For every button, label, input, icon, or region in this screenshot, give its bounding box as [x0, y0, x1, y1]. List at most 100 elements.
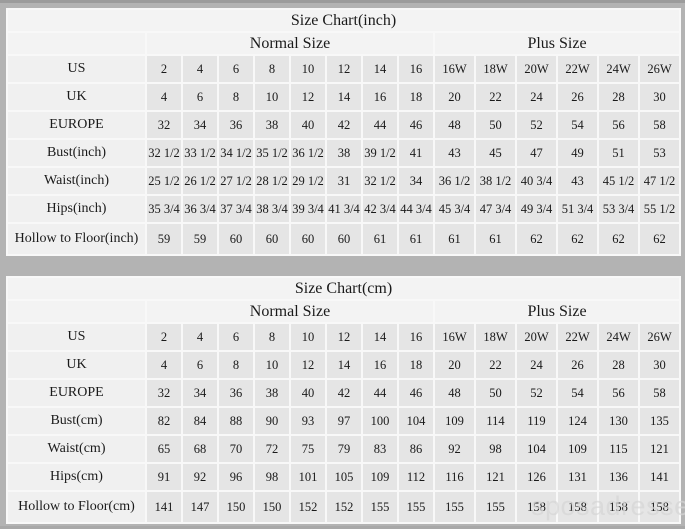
size-cell: 70 [219, 436, 253, 462]
size-cell: 44 3/4 [399, 196, 433, 222]
table-row: Waist(inch) 25 1/2 26 1/2 27 1/2 28 1/2 29 1/… [8, 168, 679, 194]
corner-cell [8, 301, 145, 322]
row-label-waist-cm: Waist(cm) [8, 436, 145, 462]
size-cell: 40 [291, 380, 325, 406]
size-cell: 29 1/2 [291, 168, 325, 194]
size-cell: 32 [147, 380, 181, 406]
table-row: Hips(cm) 91 92 96 98 101 105 109 112 116 121 126 131… [8, 464, 679, 490]
size-cell: 10 [255, 84, 289, 110]
table-row: Waist(cm) 65 68 70 72 75 79 83 86 92 98 104 109 115 12… [8, 436, 679, 462]
table-title: Size Chart(inch) [8, 10, 679, 31]
size-cell: 50 [476, 112, 515, 138]
table-row: Bust(inch) 32 1/2 33 1/2 34 1/2 35 1/2 36 1/2… [8, 140, 679, 166]
table-row: US 2 4 6 8 10 12 14 16 16W 18W 20W 22W 24W 26W [8, 56, 679, 82]
size-cell: 61 [435, 224, 474, 254]
size-cell: 56 [599, 112, 638, 138]
size-cell: 92 [435, 436, 474, 462]
size-cell: 26W [640, 324, 679, 350]
size-cell: 40 [291, 112, 325, 138]
bottom-edge-strip [0, 526, 685, 529]
size-cell: 126 [517, 464, 556, 490]
table-row: EUROPE 32 34 36 38 40 42 44 46 48 50 52 54 56 58 [8, 112, 679, 138]
size-cell: 28 [599, 84, 638, 110]
size-cell: 155 [476, 492, 515, 522]
table-title: Size Chart(cm) [8, 278, 679, 299]
size-cell: 51 3/4 [558, 196, 597, 222]
size-cell: 82 [147, 408, 181, 434]
size-cell: 6 [219, 324, 253, 350]
size-table: Size Chart(cm) Normal Size Plus Size US 2 4 6 8… [6, 276, 681, 524]
size-cell: 8 [255, 56, 289, 82]
size-cell: 43 [435, 140, 474, 166]
size-cell: 14 [363, 324, 397, 350]
size-cell: 49 [558, 140, 597, 166]
size-cell: 4 [147, 84, 181, 110]
row-label-hollow-to-floor-inch: Hollow to Floor(inch) [8, 224, 145, 254]
size-cell: 155 [435, 492, 474, 522]
size-cell: 27 1/2 [219, 168, 253, 194]
size-cell: 33 1/2 [183, 140, 217, 166]
size-cell: 150 [255, 492, 289, 522]
size-cell: 43 [558, 168, 597, 194]
size-cell: 32 [147, 112, 181, 138]
size-cell: 61 [476, 224, 515, 254]
corner-cell [8, 33, 145, 54]
size-cell: 41 3/4 [327, 196, 361, 222]
size-cell: 37 3/4 [219, 196, 253, 222]
size-cell: 10 [255, 352, 289, 378]
size-cell: 135 [640, 408, 679, 434]
size-cell: 119 [517, 408, 556, 434]
size-cell: 58 [640, 380, 679, 406]
size-cell: 55 1/2 [640, 196, 679, 222]
size-cell: 86 [399, 436, 433, 462]
row-label-us: US [8, 324, 145, 350]
size-cell: 14 [363, 56, 397, 82]
size-cell: 42 3/4 [363, 196, 397, 222]
size-cell: 116 [435, 464, 474, 490]
size-cell: 24 [517, 352, 556, 378]
size-cell: 20 [435, 84, 474, 110]
size-cell: 84 [183, 408, 217, 434]
size-cell: 53 3/4 [599, 196, 638, 222]
size-cell: 60 [255, 224, 289, 254]
size-cell: 20W [517, 56, 556, 82]
group-header-normal-size: Normal Size [147, 301, 433, 322]
size-cell: 34 [399, 168, 433, 194]
size-cell: 56 [599, 380, 638, 406]
size-cell: 35 3/4 [147, 196, 181, 222]
size-cell: 60 [327, 224, 361, 254]
size-cell: 16 [399, 56, 433, 82]
size-cell: 22 [476, 352, 515, 378]
size-cell: 22W [558, 324, 597, 350]
size-cell: 26 [558, 84, 597, 110]
size-cell: 6 [183, 84, 217, 110]
size-cell: 152 [291, 492, 325, 522]
table-row: UK 4 6 8 10 12 14 16 18 20 22 24 26 28 30 [8, 84, 679, 110]
size-cell: 47 3/4 [476, 196, 515, 222]
size-cell: 101 [291, 464, 325, 490]
size-cell: 4 [183, 56, 217, 82]
row-label-hips-cm: Hips(cm) [8, 464, 145, 490]
size-cell: 30 [640, 84, 679, 110]
size-cell: 34 [183, 380, 217, 406]
size-cell: 12 [327, 56, 361, 82]
size-cell: 36 [219, 380, 253, 406]
size-cell: 16 [399, 324, 433, 350]
size-cell: 109 [435, 408, 474, 434]
size-cell: 16 [363, 84, 397, 110]
size-cell: 131 [558, 464, 597, 490]
size-cell: 130 [599, 408, 638, 434]
size-cell: 28 1/2 [255, 168, 289, 194]
top-edge-strip [0, 0, 685, 3]
size-cell: 36 1/2 [435, 168, 474, 194]
size-cell: 38 [255, 380, 289, 406]
row-label-us: US [8, 56, 145, 82]
size-cell: 59 [183, 224, 217, 254]
size-cell: 47 [517, 140, 556, 166]
size-cell: 158 [640, 492, 679, 522]
size-chart-cm-table: Size Chart(cm) Normal Size Plus Size US 2 4 6 8… [6, 276, 681, 524]
size-cell: 45 [476, 140, 515, 166]
size-cell: 141 [147, 492, 181, 522]
size-cell: 68 [183, 436, 217, 462]
size-table: Size Chart(inch) Normal Size Plus Size US 2 4… [6, 8, 681, 256]
